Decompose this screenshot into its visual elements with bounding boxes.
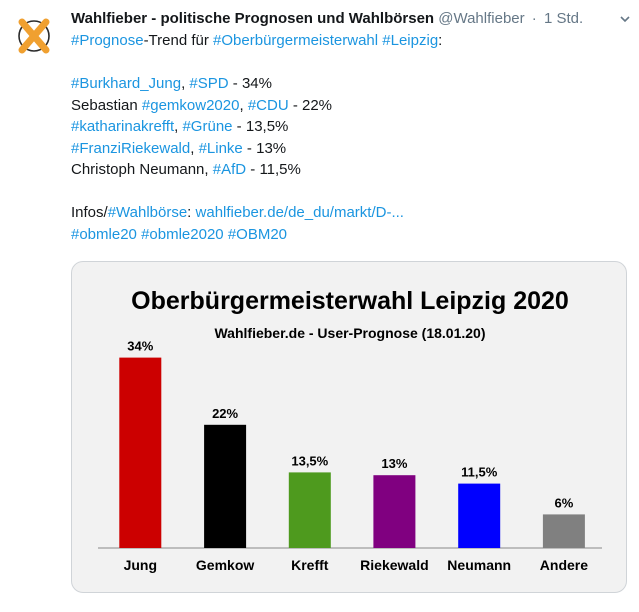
category-label: Jung (124, 557, 157, 573)
chevron-down-icon[interactable] (619, 13, 631, 25)
text-fragment: - 13% (242, 139, 287, 157)
category-label: Riekewald (360, 557, 428, 573)
hashtag-link[interactable]: #Linke (198, 139, 243, 157)
data-label: 6% (555, 495, 574, 510)
url-link[interactable]: wahlfieber.de/de_du/markt/D-... (195, 204, 404, 221)
user-handle[interactable]: @Wahlfieber (438, 10, 525, 27)
bar-chart: Oberbürgermeisterwahl Leipzig 2020 Wahlf… (98, 287, 602, 573)
hashtag-link[interactable]: #Wahlbörse (107, 204, 188, 221)
chart-subtitle: Wahlfieber.de - User-Prognose (18.01.20) (214, 325, 485, 341)
hashtag-link[interactable]: #obmle20 (71, 225, 137, 243)
bar-krefft (288, 472, 331, 548)
text-fragment: Christoph Neumann, (71, 161, 213, 178)
text-fragment: : (438, 32, 443, 49)
bar-andere (542, 514, 585, 548)
data-label: 11,5% (461, 465, 498, 480)
tweet-timestamp[interactable]: 1 Std. (543, 10, 584, 27)
text-fragment: Sebastian (71, 96, 142, 114)
header-separator: · (531, 10, 537, 27)
data-label: 34% (127, 339, 153, 354)
hashtag-link[interactable]: #FranziRiekewald (71, 139, 191, 157)
text-line-4: #katharinakrefft, #Grüne - 13,5% (71, 116, 631, 138)
category-label: Neumann (447, 557, 511, 573)
hashtag-link[interactable]: #gemkow2020 (141, 96, 240, 114)
bar-gemkow (204, 424, 247, 548)
hashtag-link[interactable]: #obmle2020 (141, 225, 224, 243)
text-fragment: - 11,5% (246, 161, 301, 178)
hashtag-link[interactable]: #Prognose (71, 32, 144, 49)
ballot-cross-logo-icon (18, 18, 50, 54)
hashtag-link[interactable]: #SPD (189, 75, 229, 92)
text-line-2: #Burkhard_Jung, #SPD - 34% (71, 73, 631, 95)
category-label: Andere (540, 557, 588, 573)
tweet-header: Wahlfieber - politische Prognosen und Wa… (71, 9, 631, 29)
text-fragment: Infos/ (71, 204, 108, 221)
text-line-6: Christoph Neumann, #AfD - 11,5% (71, 159, 631, 181)
text-fragment: , (239, 96, 248, 114)
category-label: Gemkow (196, 557, 254, 573)
bar-riekewald (373, 475, 416, 548)
chart-image-card[interactable]: Oberbürgermeisterwahl Leipzig 2020 Wahlf… (71, 261, 627, 593)
display-name[interactable]: Wahlfieber - politische Prognosen und Wa… (71, 10, 435, 27)
text-fragment: , (190, 139, 199, 157)
text-line-5: #FranziRiekewald, #Linke - 13% (71, 138, 631, 160)
tweet-text: #Prognose-Trend für #Oberbürgermeisterwa… (71, 30, 631, 245)
hashtag-link[interactable]: #Leipzig (382, 32, 439, 49)
hashtag-link[interactable]: #CDU (247, 96, 289, 114)
data-label: 13,5% (291, 453, 328, 468)
bar-neumann (458, 483, 501, 548)
category-label: Krefft (291, 557, 329, 573)
text-fragment: , (174, 118, 183, 135)
data-label: 22% (212, 406, 238, 421)
text-fragment: - 22% (288, 96, 333, 114)
text-line-1: #Prognose-Trend für #Oberbürgermeisterwa… (71, 30, 631, 52)
hashtag-link[interactable]: #Oberbürgermeisterwahl (213, 32, 379, 49)
hashtag-link[interactable]: #Grüne (182, 118, 233, 135)
chart-title: Oberbürgermeisterwahl Leipzig 2020 (131, 287, 569, 315)
hashtag-link[interactable]: #katharinakrefft (71, 118, 175, 135)
text-line-8: #obmle20 #obmle2020 #OBM20 (71, 224, 631, 246)
text-line-7: Infos/#Wahlbörse: wahlfieber.de/de_du/ma… (71, 202, 631, 224)
text-fragment: : (187, 204, 196, 221)
text-fragment: -Trend für (143, 32, 214, 49)
avatar[interactable] (14, 16, 54, 56)
bar-jung (119, 357, 162, 548)
hashtag-link[interactable]: #OBM20 (227, 225, 288, 243)
hashtag-link[interactable]: #Burkhard_Jung (71, 75, 182, 92)
text-fragment: - 34% (228, 75, 272, 92)
text-fragment: - 13,5% (232, 118, 289, 135)
tweet-body: Wahlfieber - politische Prognosen und Wa… (71, 9, 631, 245)
data-label: 13% (381, 456, 407, 471)
hashtag-link[interactable]: #AfD (212, 161, 247, 178)
text-fragment: , (181, 75, 190, 92)
text-line-3: Sebastian #gemkow2020, #CDU - 22% (71, 95, 631, 117)
